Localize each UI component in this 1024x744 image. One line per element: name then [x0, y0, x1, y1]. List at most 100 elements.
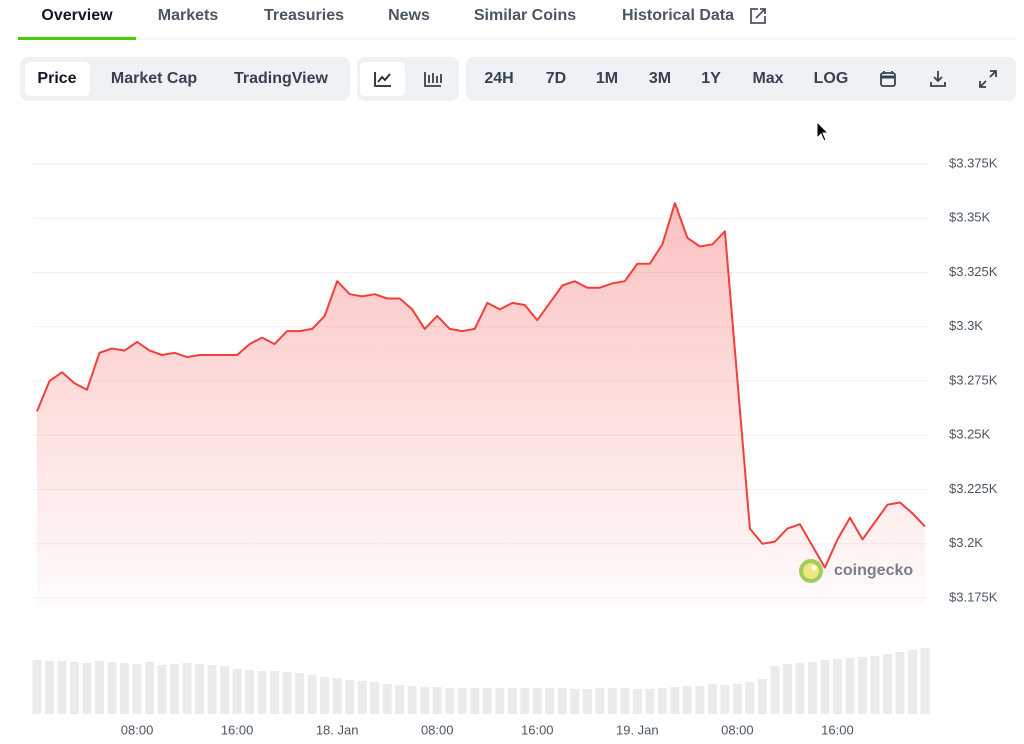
- range-button[interactable]: 1Y: [701, 70, 721, 87]
- volume-bar: [282, 672, 292, 714]
- active-view-pill: [25, 62, 90, 96]
- volume-bar: [107, 662, 117, 714]
- volume-bar: [270, 671, 280, 714]
- volume-bar: [782, 664, 792, 714]
- x-tick-label: 08:00: [121, 722, 154, 737]
- tab[interactable]: Overview: [41, 7, 113, 24]
- volume-bar: [32, 660, 42, 714]
- volume-bar: [407, 686, 417, 714]
- tab[interactable]: News: [388, 7, 430, 24]
- volume-bar: [495, 688, 505, 714]
- volume-bar: [832, 659, 842, 714]
- volume-bar: [657, 688, 667, 714]
- range-button[interactable]: Max: [752, 70, 783, 87]
- x-tick-label: 08:00: [721, 722, 754, 737]
- y-tick-label: $3.175K: [949, 589, 998, 604]
- volume-bar: [382, 684, 392, 714]
- volume-bar: [370, 682, 380, 714]
- volume-bar: [732, 684, 742, 714]
- volume-bar: [195, 664, 205, 714]
- external-link-icon: [750, 8, 766, 24]
- volume-bar: [620, 688, 630, 714]
- volume-bar: [845, 658, 855, 714]
- volume-bar: [807, 662, 817, 714]
- volume-bar: [895, 652, 905, 714]
- volume-bar: [420, 687, 430, 714]
- volume-bar: [220, 666, 230, 714]
- download-icon[interactable]: [930, 71, 946, 87]
- volume-bar: [882, 654, 892, 714]
- tab[interactable]: Historical Data: [622, 7, 734, 24]
- view-button[interactable]: TradingView: [234, 70, 329, 87]
- tab[interactable]: Treasuries: [264, 7, 344, 24]
- range-button[interactable]: LOG: [814, 70, 849, 87]
- candle-chart-icon[interactable]: [424, 72, 442, 87]
- tab[interactable]: Markets: [158, 7, 219, 24]
- coingecko-logo: [799, 559, 823, 583]
- volume-bar: [57, 661, 67, 714]
- range-group: [466, 57, 1016, 101]
- expand-icon[interactable]: [979, 70, 997, 88]
- volume-bar: [70, 662, 80, 714]
- volume-bar: [257, 671, 267, 714]
- watermark: coingecko: [834, 562, 913, 579]
- calendar-icon[interactable]: [880, 71, 896, 87]
- line-chart-icon[interactable]: [374, 72, 391, 87]
- volume-bar: [532, 688, 542, 714]
- active-tab-underline: [18, 37, 136, 40]
- y-tick-label: $3.25K: [949, 427, 991, 442]
- volume-bar: [770, 666, 780, 714]
- volume-bar: [45, 661, 55, 714]
- price-line: [36, 202, 926, 569]
- y-tick-label: $3.2K: [949, 535, 983, 550]
- toolbar: Price Market Cap TradingView 24H 7D 1M 3M 1Y Max…: [37, 70, 848, 87]
- volume-bar: [245, 670, 255, 714]
- volume-bar: [907, 650, 917, 714]
- x-tick-label: 16:00: [221, 722, 254, 737]
- view-button[interactable]: Price: [37, 70, 76, 87]
- mouse-cursor: [816, 120, 830, 142]
- y-tick-label: $3.3K: [949, 318, 983, 333]
- volume-bar: [345, 680, 355, 714]
- x-tick-label: 08:00: [421, 722, 454, 737]
- volume-bar: [295, 673, 305, 714]
- volume-bar: [145, 662, 155, 714]
- volume-bar: [595, 688, 605, 714]
- view-button[interactable]: Market Cap: [111, 70, 197, 87]
- volume-bar: [95, 661, 105, 714]
- y-tick-label: $3.225K: [949, 481, 998, 496]
- volume-bar: [795, 663, 805, 714]
- volume-bar: [207, 665, 217, 714]
- range-button[interactable]: 7D: [546, 70, 566, 87]
- range-button[interactable]: 3M: [649, 70, 671, 87]
- x-tick-label: 16:00: [521, 722, 554, 737]
- volume-bar: [745, 682, 755, 714]
- volume-bar: [707, 684, 717, 714]
- active-type-pill: [360, 62, 405, 96]
- volume-bar: [182, 663, 192, 714]
- range-button[interactable]: 1M: [596, 70, 618, 87]
- volume-bar: [507, 688, 517, 714]
- volume-bar: [820, 660, 830, 714]
- volume-bar: [545, 688, 555, 714]
- volume-bar: [607, 688, 617, 714]
- volume-bar: [307, 675, 317, 714]
- tab[interactable]: Similar Coins: [474, 7, 576, 24]
- x-tick-label: 18. Jan: [316, 722, 359, 737]
- price-chart: $3.375K $3.35K $3.325K $3.3K $3.275K $3.25K $3…: [32, 155, 998, 737]
- volume-bar: [870, 656, 880, 714]
- tab-bar: Overview Markets Treasuries News Similar Coi…: [18, 7, 734, 40]
- volume-bar: [520, 688, 530, 714]
- volume-bar: [570, 689, 580, 714]
- volume-bar: [670, 687, 680, 714]
- volume-bar: [757, 679, 767, 714]
- volume-bar: [645, 689, 655, 714]
- volume-bar: [320, 677, 330, 714]
- range-button[interactable]: 24H: [484, 70, 513, 87]
- volume-bar: [457, 688, 467, 714]
- volume-bar: [632, 689, 642, 714]
- volume-bar: [170, 664, 180, 714]
- volume-bar: [445, 688, 455, 714]
